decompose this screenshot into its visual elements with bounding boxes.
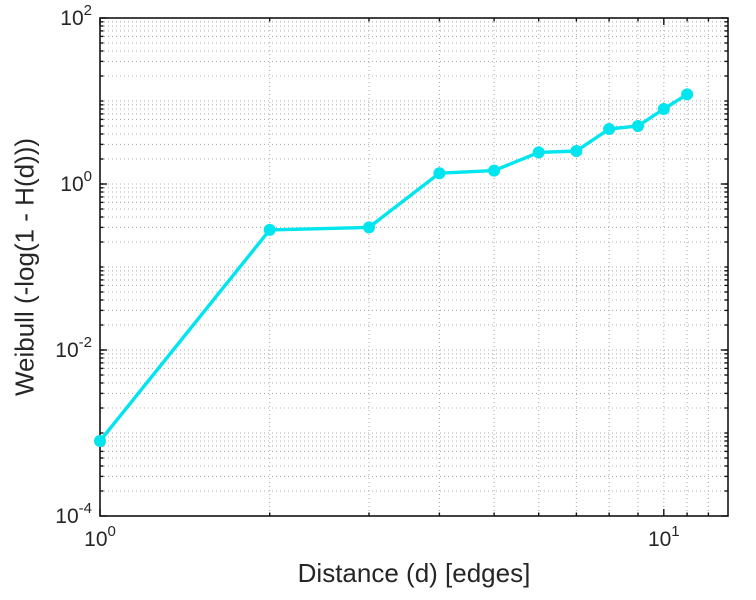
x-tick-label: 101 xyxy=(648,523,680,551)
tick-labels: 100 101 10-4 10-2 100 102 xyxy=(55,2,679,551)
data-point-marker xyxy=(632,120,644,132)
data-point-marker xyxy=(488,164,501,177)
data-point-marker xyxy=(532,146,545,159)
data-point-marker xyxy=(433,167,446,180)
plot-box xyxy=(99,17,729,517)
x-axis-label: Distance (d) [edges] xyxy=(297,558,531,588)
y-tick-label: 102 xyxy=(60,2,92,30)
data-point-marker xyxy=(603,123,616,135)
data-markers xyxy=(94,88,694,447)
axis-ticks xyxy=(99,17,728,517)
y-tick-label: 10-4 xyxy=(55,500,92,528)
data-point-marker xyxy=(263,223,276,236)
data-line xyxy=(98,92,689,443)
grid xyxy=(100,18,728,516)
x-tick-label: 100 xyxy=(84,523,116,551)
data-point-marker xyxy=(570,145,583,157)
y-axis-label: Weibull (-log(1 - H(d))) xyxy=(9,137,40,397)
data-point-marker xyxy=(363,221,375,234)
data-point-marker xyxy=(681,88,694,101)
data-point-marker xyxy=(657,103,670,115)
data-point-marker xyxy=(94,435,106,447)
y-tick-label: 100 xyxy=(60,168,92,196)
y-tick-label: 10-2 xyxy=(55,334,92,362)
